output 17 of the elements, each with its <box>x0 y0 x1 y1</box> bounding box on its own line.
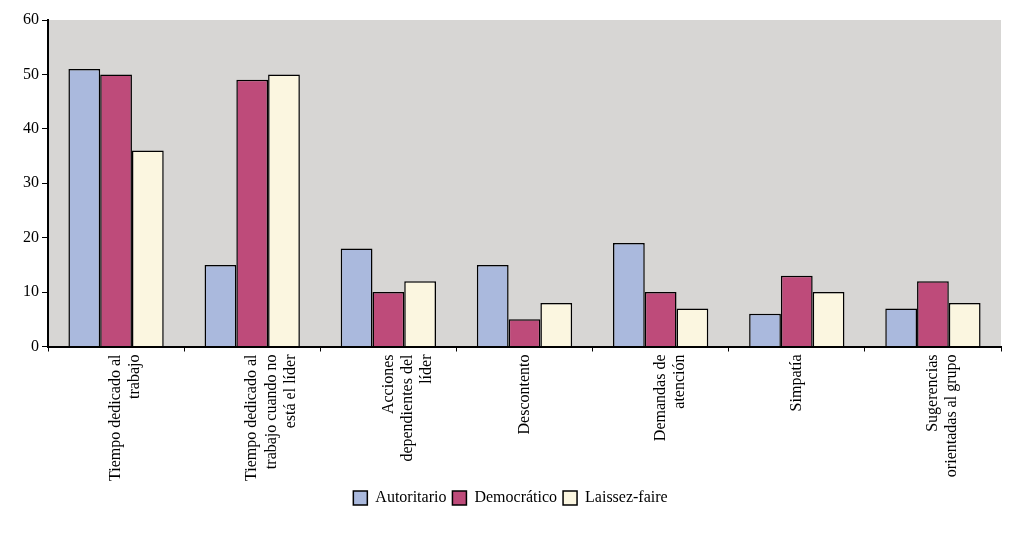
y-tick-label: 0 <box>31 336 39 354</box>
legend-label: Autoritario <box>375 488 447 506</box>
y-tick-label: 50 <box>23 64 39 82</box>
x-tick-label: Tiempo dedicado al trabajo cuando no está el líder <box>242 353 298 481</box>
y-tick-label: 60 <box>23 10 39 28</box>
y-tick-label: 20 <box>23 227 39 245</box>
y-tick-label: 40 <box>23 119 39 137</box>
legend-label: Democrático <box>474 488 558 506</box>
x-tick-label: Acciones dependientes del líder <box>378 353 434 462</box>
y-tick-label: 30 <box>23 173 39 191</box>
x-tick-label: Descontento <box>514 354 532 435</box>
y-tick-label: 10 <box>23 282 39 300</box>
legend-label: Laissez-faire <box>585 488 668 506</box>
x-tick-label: Sugerencias orientadas al grupo <box>923 354 961 478</box>
x-tick-label: Tiempo dedicado al trabajo <box>106 353 144 481</box>
x-tick-label: Simpatía <box>786 354 805 412</box>
x-tick-label: Demandas de atención <box>650 354 688 442</box>
